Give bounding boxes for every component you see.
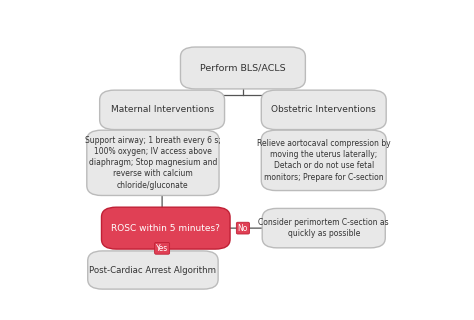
Text: Post-Cardiac Arrest Algorithm: Post-Cardiac Arrest Algorithm (90, 266, 217, 275)
Text: Support airway; 1 breath every 6 s;
100% oxygen; IV access above
diaphragm; Stop: Support airway; 1 breath every 6 s; 100%… (85, 136, 221, 189)
Text: Yes: Yes (156, 244, 168, 253)
FancyBboxPatch shape (261, 130, 386, 190)
Text: Relieve aortocaval compression by
moving the uterus laterally;
Detach or do not : Relieve aortocaval compression by moving… (257, 139, 391, 181)
FancyBboxPatch shape (262, 208, 385, 248)
Text: Obstetric Interventions: Obstetric Interventions (272, 105, 376, 114)
FancyBboxPatch shape (100, 90, 225, 130)
Text: ROSC within 5 minutes?: ROSC within 5 minutes? (111, 224, 220, 233)
FancyBboxPatch shape (261, 90, 386, 130)
FancyBboxPatch shape (87, 130, 219, 196)
FancyBboxPatch shape (88, 251, 218, 289)
Text: Consider perimortem C-section as
quickly as possible: Consider perimortem C-section as quickly… (258, 218, 389, 238)
Text: Perform BLS/ACLS: Perform BLS/ACLS (200, 63, 286, 72)
FancyBboxPatch shape (101, 207, 230, 249)
Text: No: No (238, 224, 248, 233)
FancyBboxPatch shape (181, 47, 305, 89)
Text: Maternal Interventions: Maternal Interventions (110, 105, 214, 114)
